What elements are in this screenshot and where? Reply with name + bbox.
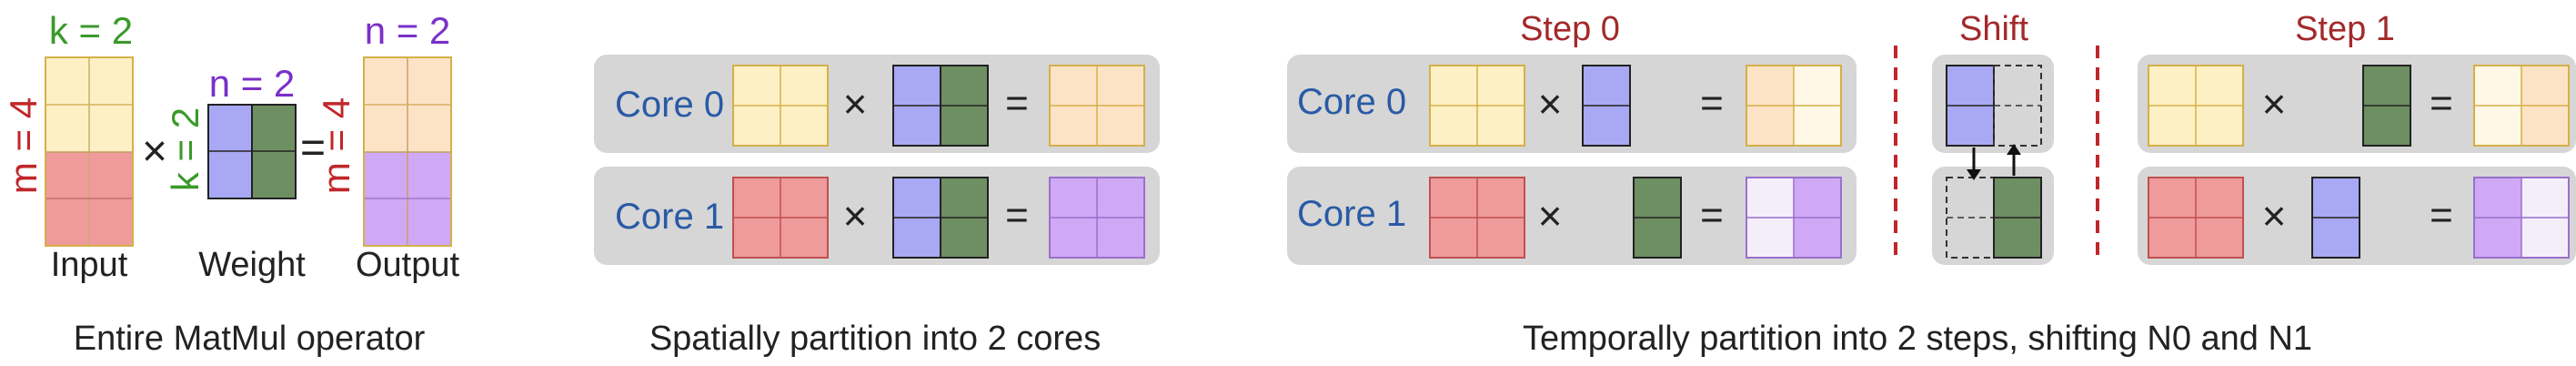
panel-spatial-partition: Core 0 × = Core 1 × xyxy=(594,55,1160,358)
step1-core1-input xyxy=(2148,177,2244,259)
core0-times: × xyxy=(843,80,868,127)
shift-core1-weight xyxy=(1946,177,2042,259)
input-matrix xyxy=(45,56,134,247)
output-label: Output xyxy=(356,246,460,284)
n-label-weight: n = 2 xyxy=(209,62,296,105)
step1-core0-bg xyxy=(2138,55,2576,153)
step1-core0-output xyxy=(2473,65,2570,147)
step1-core1-equals: = xyxy=(2430,193,2453,238)
step1-core1-output xyxy=(2473,177,2570,259)
step1-core1-times: × xyxy=(2262,192,2287,239)
core0-output-block xyxy=(1049,65,1145,147)
m-label-output: m = 4 xyxy=(315,97,357,194)
core1-output-block xyxy=(1049,177,1145,259)
weight-label: Weight xyxy=(198,246,306,284)
core0-label: Core 0 xyxy=(615,85,724,125)
shift-core0-weight xyxy=(1946,65,2042,147)
k-label: k = 2 xyxy=(49,9,133,52)
core1-input-block xyxy=(732,177,829,259)
equals-symbol: = xyxy=(300,124,326,172)
core1-times: × xyxy=(843,192,868,239)
step0-core1-equals: = xyxy=(1700,193,1724,238)
core1-weight-block xyxy=(892,177,989,259)
caption-temporal-partition: Temporally partition into 2 steps, shift… xyxy=(1523,320,2312,358)
weight-matrix xyxy=(207,104,297,199)
caption-entire-matmul: Entire MatMul operator xyxy=(74,320,426,358)
k-label-weight: k = 2 xyxy=(164,107,206,191)
step0-title: Step 0 xyxy=(1520,10,1620,48)
step0-core1-output xyxy=(1746,177,1842,259)
step1-title: Step 1 xyxy=(2295,10,2395,48)
core1-equals: = xyxy=(1005,193,1029,238)
step0-core0-label: Core 0 xyxy=(1297,82,1406,122)
step0-core1-weight xyxy=(1633,177,1682,259)
panel-entire-matmul: k = 2 m = 4 × n = 2 k = 2 = n = 2 xyxy=(2,9,459,358)
step1-core0-equals: = xyxy=(2430,81,2453,126)
shift-title: Shift xyxy=(1959,10,2028,48)
step0-core0-output xyxy=(1746,65,1842,147)
step1-core0-weight xyxy=(2362,65,2411,147)
step1-core0-input xyxy=(2148,65,2244,147)
m-label: m = 4 xyxy=(2,97,45,194)
output-matrix xyxy=(363,56,452,247)
step0-core1-input xyxy=(1429,177,1525,259)
step0-core1-label: Core 1 xyxy=(1297,194,1406,234)
core0-equals: = xyxy=(1005,81,1029,126)
n-label-output: n = 2 xyxy=(365,9,451,52)
input-label: Input xyxy=(51,246,128,284)
shift-arrows xyxy=(1967,144,2021,180)
core0-weight-block xyxy=(892,65,989,147)
core1-label: Core 1 xyxy=(615,197,724,237)
step0-core0-weight xyxy=(1582,65,1631,147)
panel-temporal-partition: Step 0 Shift Step 1 Core 0 × = Core 1 xyxy=(1287,10,2576,358)
times-symbol: × xyxy=(142,127,167,176)
step0-core0-input xyxy=(1429,65,1525,147)
step0-core0-equals: = xyxy=(1700,81,1724,126)
step0-core1-times: × xyxy=(1538,192,1563,239)
step1-core0-times: × xyxy=(2262,80,2287,127)
step1-core1-weight xyxy=(2311,177,2360,259)
step0-core0-times: × xyxy=(1538,80,1563,127)
caption-spatial-partition: Spatially partition into 2 cores xyxy=(649,320,1101,358)
core0-input-block xyxy=(732,65,829,147)
